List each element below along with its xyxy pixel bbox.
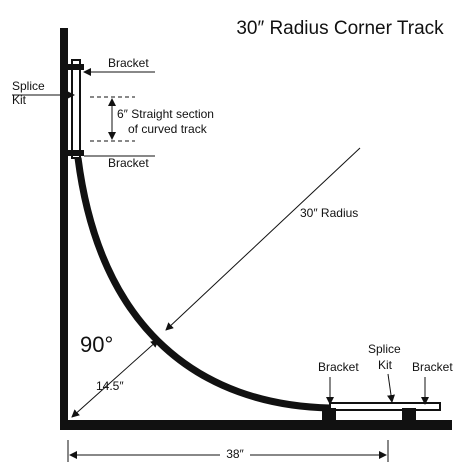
label: Bracket <box>108 56 149 70</box>
label: 30″ Radius <box>300 206 358 220</box>
title: 30″ Radius Corner Track <box>236 18 444 39</box>
label: Bracket <box>318 360 359 374</box>
label: 90° <box>80 332 113 357</box>
label: Bracket <box>108 156 149 170</box>
bracket <box>322 408 336 422</box>
label: Splice <box>368 342 401 356</box>
bracket <box>68 150 84 156</box>
label: 38″ <box>226 447 244 461</box>
label: 6″ Straight section <box>117 107 214 121</box>
label: of curved track <box>128 122 208 136</box>
wall-bottom <box>60 420 452 430</box>
leader <box>387 373 395 403</box>
label-bg <box>220 446 250 462</box>
label: Splice <box>12 79 45 93</box>
wall-left <box>60 28 68 430</box>
bracket <box>68 64 84 70</box>
bracket <box>402 408 416 422</box>
straight-track <box>71 59 81 159</box>
label: Kit <box>12 93 27 107</box>
radius-line <box>165 147 361 331</box>
straight-track <box>329 402 441 411</box>
label: 14.5″ <box>96 379 124 393</box>
label: Bracket <box>412 360 453 374</box>
label: Kit <box>378 358 393 372</box>
curved-track <box>74 157 331 412</box>
dimension <box>71 339 159 418</box>
